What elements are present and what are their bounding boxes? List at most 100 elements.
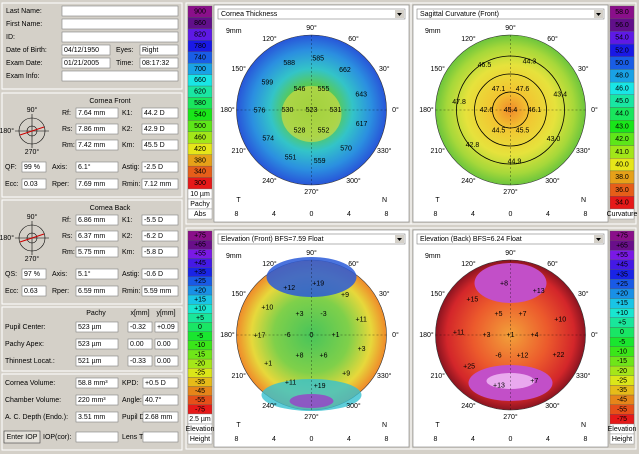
input-field xyxy=(75,268,119,280)
map-selector[interactable] xyxy=(217,8,406,20)
map-value: 45.4 xyxy=(504,107,518,114)
button[interactable] xyxy=(3,430,41,444)
field-label: Km: xyxy=(122,249,135,256)
field-label: Km: xyxy=(122,142,135,149)
input-field xyxy=(75,246,119,258)
side-label: T xyxy=(435,197,440,204)
input-field[interactable] xyxy=(61,70,179,82)
input-field xyxy=(141,178,179,190)
angle-label: 300° xyxy=(545,402,560,410)
map-selector[interactable] xyxy=(416,8,605,20)
map-value: 528 xyxy=(294,128,306,135)
angle-label: 210° xyxy=(232,372,247,380)
input-field xyxy=(75,377,119,389)
dropdown-arrow xyxy=(596,238,601,241)
map-value: +17 xyxy=(254,333,266,340)
map-selector[interactable] xyxy=(416,233,605,245)
field-label: Chamber Volume: xyxy=(5,397,61,404)
input-field xyxy=(75,107,119,119)
angle-label: 300° xyxy=(545,177,560,185)
map-value: +10 xyxy=(261,304,273,311)
map-value: 555 xyxy=(318,86,330,93)
angle-label: 90° xyxy=(306,24,317,32)
map-value: +1 xyxy=(264,361,272,368)
scale-label: 56.0 xyxy=(615,22,629,29)
angle-label: 330° xyxy=(576,147,591,155)
map-title: Elevation (Back) BFS=6.24 Float xyxy=(420,236,522,243)
scale-label: +45 xyxy=(194,260,206,267)
map-value: 552 xyxy=(318,128,330,135)
section-title: Cornea Back xyxy=(90,205,131,212)
scale-label: -35 xyxy=(617,387,627,394)
angle-label: 120° xyxy=(262,260,277,268)
input-field xyxy=(154,338,179,350)
map-value: +19 xyxy=(314,383,326,390)
scale-label: -25 xyxy=(617,377,627,384)
field-value: -6.2 D xyxy=(144,233,163,240)
input-field[interactable] xyxy=(139,44,179,56)
map-value: 531 xyxy=(330,107,342,114)
input-field xyxy=(21,178,47,190)
map-value: +9 xyxy=(342,371,350,378)
map-selector[interactable] xyxy=(217,233,406,245)
field-value: 0.00 xyxy=(130,341,144,348)
dropdown-arrow xyxy=(397,13,402,16)
scale-label: 50.0 xyxy=(615,60,629,67)
field-value: 08:17:32 xyxy=(142,60,169,67)
field-label: Rs: xyxy=(62,126,73,133)
field-value: 5.75 mm xyxy=(78,249,105,256)
map-value: +11 xyxy=(453,329,464,336)
map-value: +11 xyxy=(285,379,296,386)
angle-label: 180° xyxy=(220,331,235,339)
field-label: Axis: xyxy=(52,271,67,278)
scale-label: 48.0 xyxy=(615,73,629,80)
field-label: First Name: xyxy=(6,21,42,28)
angle-label: 60° xyxy=(547,260,558,268)
scale-footer xyxy=(609,208,635,220)
input-field xyxy=(75,321,119,333)
scale-label: +55 xyxy=(194,251,206,258)
input-field[interactable] xyxy=(61,18,179,30)
input-field[interactable] xyxy=(61,57,111,69)
field-value: 5.59 mm xyxy=(144,288,171,295)
input-field[interactable] xyxy=(139,57,179,69)
scale-label: 0 xyxy=(198,324,202,331)
scale-label: -35 xyxy=(195,379,205,386)
input-field[interactable] xyxy=(61,5,179,17)
scale-footer-label: 10 µm xyxy=(190,191,210,198)
field-value: 5.1° xyxy=(78,270,91,278)
angle-label: 150° xyxy=(232,65,247,73)
scale-label: +25 xyxy=(616,281,628,288)
x-tick-label: 4 xyxy=(272,211,276,218)
input-field[interactable] xyxy=(61,44,111,56)
map-value: +13 xyxy=(533,288,545,295)
map-value: +5 xyxy=(495,311,503,318)
angle-label: 30° xyxy=(379,65,390,73)
map-value: 47.1 xyxy=(492,86,506,93)
field-label: Cornea Volume: xyxy=(5,380,55,387)
input-field[interactable] xyxy=(61,31,179,43)
input-field xyxy=(127,321,153,333)
scale-label: +65 xyxy=(616,242,628,249)
input-field[interactable] xyxy=(142,431,179,443)
input-field xyxy=(75,178,119,190)
scale-label: 540 xyxy=(194,112,206,119)
section-title: Cornea Front xyxy=(89,98,130,105)
scale-label: -75 xyxy=(195,406,205,413)
x-tick-label: 8 xyxy=(434,211,438,218)
x-tick-label: 4 xyxy=(546,436,550,443)
field-value: -5.8 D xyxy=(144,249,163,256)
input-field xyxy=(154,355,179,367)
x-tick-label: 8 xyxy=(434,436,438,443)
field-value: 6.86 mm xyxy=(78,217,105,224)
field-value: 0.00 xyxy=(157,358,171,365)
input-field[interactable] xyxy=(75,431,119,443)
compass-label: 90° xyxy=(27,106,38,114)
x-tick-label: 0 xyxy=(509,211,513,218)
map-value: 46.5 xyxy=(478,62,492,69)
scale-label: +5 xyxy=(618,320,626,327)
angle-label: 150° xyxy=(431,290,446,298)
scale-label: 620 xyxy=(194,89,206,96)
field-label: Rm: xyxy=(62,249,75,256)
field-value: 3.51 mm xyxy=(78,414,105,421)
